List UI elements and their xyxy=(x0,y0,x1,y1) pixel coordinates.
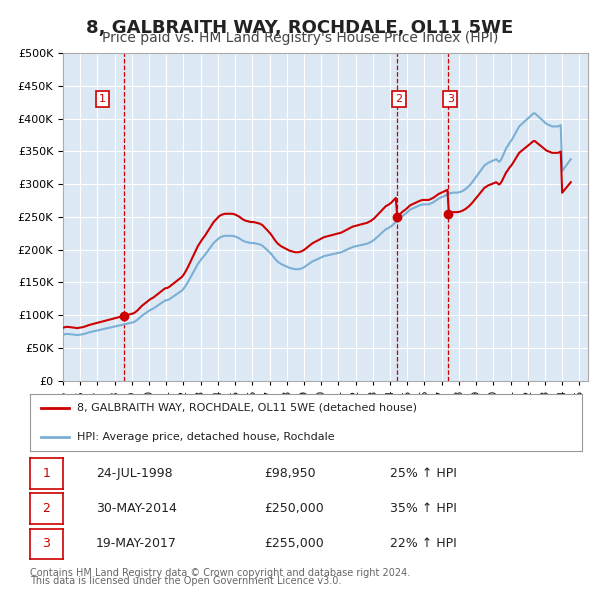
Text: 8, GALBRAITH WAY, ROCHDALE, OL11 5WE (detached house): 8, GALBRAITH WAY, ROCHDALE, OL11 5WE (de… xyxy=(77,403,417,413)
Text: 19-MAY-2017: 19-MAY-2017 xyxy=(96,537,177,550)
Text: HPI: Average price, detached house, Rochdale: HPI: Average price, detached house, Roch… xyxy=(77,432,335,442)
Text: 3: 3 xyxy=(43,537,50,550)
Text: 24-JUL-1998: 24-JUL-1998 xyxy=(96,467,173,480)
Text: 2: 2 xyxy=(395,94,402,104)
Text: 2: 2 xyxy=(43,502,50,515)
Text: £250,000: £250,000 xyxy=(264,502,324,515)
Text: This data is licensed under the Open Government Licence v3.0.: This data is licensed under the Open Gov… xyxy=(30,576,341,586)
Text: 35% ↑ HPI: 35% ↑ HPI xyxy=(390,502,457,515)
Text: Price paid vs. HM Land Registry's House Price Index (HPI): Price paid vs. HM Land Registry's House … xyxy=(102,31,498,45)
Text: 3: 3 xyxy=(447,94,454,104)
Text: £255,000: £255,000 xyxy=(264,537,324,550)
Text: 22% ↑ HPI: 22% ↑ HPI xyxy=(390,537,457,550)
Text: 8, GALBRAITH WAY, ROCHDALE, OL11 5WE: 8, GALBRAITH WAY, ROCHDALE, OL11 5WE xyxy=(86,19,514,37)
Text: 25% ↑ HPI: 25% ↑ HPI xyxy=(390,467,457,480)
Text: 30-MAY-2014: 30-MAY-2014 xyxy=(96,502,177,515)
Text: 1: 1 xyxy=(99,94,106,104)
Text: 1: 1 xyxy=(43,467,50,480)
Text: Contains HM Land Registry data © Crown copyright and database right 2024.: Contains HM Land Registry data © Crown c… xyxy=(30,568,410,578)
Text: £98,950: £98,950 xyxy=(264,467,316,480)
